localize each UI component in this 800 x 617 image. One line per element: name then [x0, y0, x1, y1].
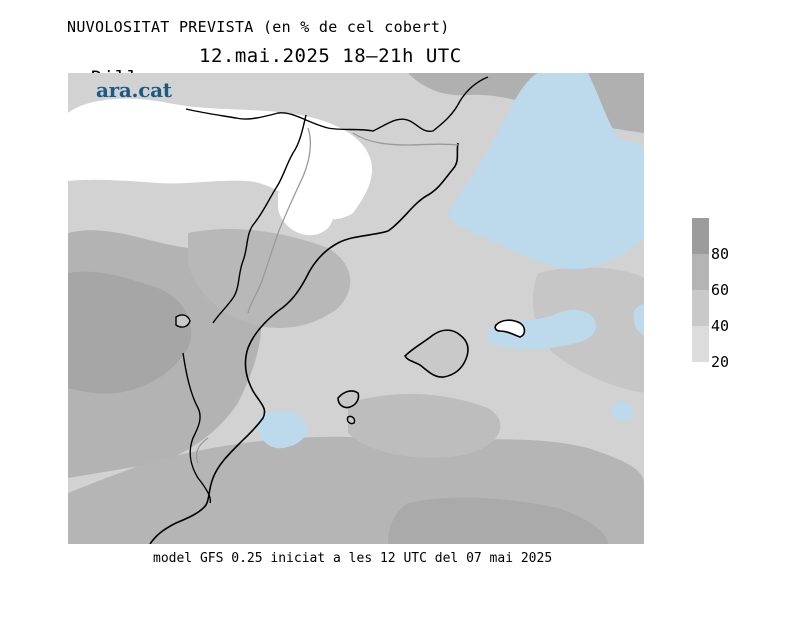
legend-label-80: 80: [711, 245, 730, 263]
forecast-datetime: 12.mai.2025 18–21h UTC: [199, 45, 462, 67]
map-title: NUVOLOSITAT PREVISTA (en % de cel cobert…: [67, 18, 450, 36]
low-cloud-sea-valencia: [257, 410, 307, 449]
legend-label-20: 20: [711, 353, 730, 371]
legend-label-40: 40: [711, 317, 730, 335]
cloud-band-southeast: [388, 497, 608, 544]
island-west-coast: [175, 314, 191, 328]
cloud-cover-legend: 80 60 40 20: [692, 218, 742, 371]
legend-box-60: [692, 254, 709, 290]
legend-box-80: [692, 218, 709, 254]
border-south-gray: [195, 437, 209, 464]
legend-label-60: 60: [711, 281, 730, 299]
border-inland: [212, 114, 307, 324]
low-cloud-sea-balearic: [488, 309, 597, 350]
border-region: [247, 127, 311, 314]
cloud-cover-map: [68, 73, 644, 544]
island-menorca: [494, 319, 526, 338]
coastline-iberia: [149, 142, 459, 544]
cloud-band-mid-sea: [348, 393, 501, 458]
cloud-band-dark-west: [68, 271, 192, 394]
low-cloud-sea-east-edge: [633, 304, 644, 335]
border-france: [185, 76, 489, 133]
low-cloud-sea-north: [448, 73, 644, 269]
model-run-info: model GFS 0.25 iniciat a les 12 UTC del …: [153, 551, 553, 566]
island-ibiza: [337, 390, 360, 409]
legend-box-40: [692, 290, 709, 326]
legend-box-20: [692, 326, 709, 362]
island-formentera: [346, 415, 356, 425]
low-cloud-sea-east-spot: [611, 401, 634, 422]
ara-cat-logo: ara.cat: [96, 78, 172, 102]
island-majorca: [403, 329, 469, 378]
border-south: [182, 352, 212, 504]
border-region-east: [352, 132, 459, 146]
